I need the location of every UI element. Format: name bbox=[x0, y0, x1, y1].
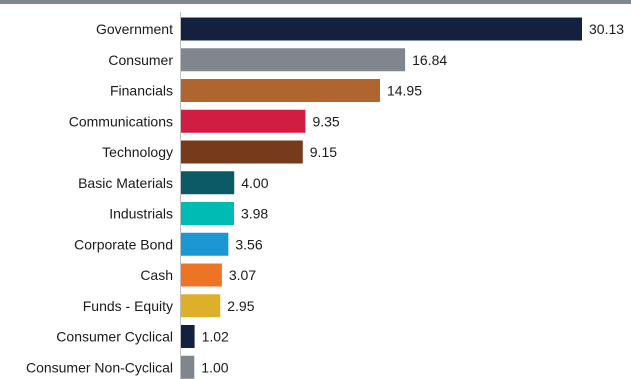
top-border bbox=[0, 0, 631, 4]
bar-corporate-bond bbox=[181, 232, 229, 256]
value-label-communications: 9.35 bbox=[312, 113, 339, 129]
category-label-government: Government bbox=[96, 21, 173, 37]
bar-government bbox=[181, 17, 582, 41]
value-label-cash: 3.07 bbox=[229, 267, 256, 283]
category-label-consumer-cyclical: Consumer Cyclical bbox=[56, 329, 173, 345]
value-label-industrials: 3.98 bbox=[241, 206, 268, 222]
category-label-basic-materials: Basic Materials bbox=[78, 175, 173, 191]
category-label-industrials: Industrials bbox=[109, 206, 173, 222]
bar-communications bbox=[181, 109, 306, 133]
bar-consumer bbox=[181, 48, 406, 72]
bar-consumer-non-cyclical bbox=[181, 355, 195, 379]
bar-basic-materials bbox=[181, 171, 235, 195]
value-label-consumer-cyclical: 1.02 bbox=[202, 329, 229, 345]
bar-funds-equity bbox=[181, 294, 221, 318]
value-label-financials: 14.95 bbox=[387, 83, 422, 99]
bar-consumer-cyclical bbox=[181, 325, 195, 348]
value-label-technology: 9.15 bbox=[310, 144, 337, 160]
value-label-basic-materials: 4.00 bbox=[241, 175, 268, 191]
category-label-financials: Financials bbox=[110, 83, 173, 99]
category-label-consumer: Consumer bbox=[108, 52, 173, 68]
value-label-government: 30.13 bbox=[589, 21, 624, 37]
bar-financials bbox=[181, 79, 380, 102]
category-label-corporate-bond: Corporate Bond bbox=[74, 236, 173, 252]
value-label-consumer-non-cyclical: 1.00 bbox=[201, 359, 228, 375]
value-label-corporate-bond: 3.56 bbox=[235, 236, 262, 252]
bar-cash bbox=[181, 263, 222, 287]
category-label-funds-equity: Funds - Equity bbox=[83, 298, 173, 314]
category-label-cash: Cash bbox=[140, 267, 173, 283]
category-label-technology: Technology bbox=[102, 144, 173, 160]
bar-industrials bbox=[181, 202, 234, 225]
value-label-consumer: 16.84 bbox=[412, 52, 447, 68]
value-label-funds-equity: 2.95 bbox=[227, 298, 254, 314]
category-label-consumer-non-cyclical: Consumer Non-Cyclical bbox=[26, 359, 173, 375]
category-label-communications: Communications bbox=[69, 113, 173, 129]
bar-technology bbox=[181, 140, 303, 164]
